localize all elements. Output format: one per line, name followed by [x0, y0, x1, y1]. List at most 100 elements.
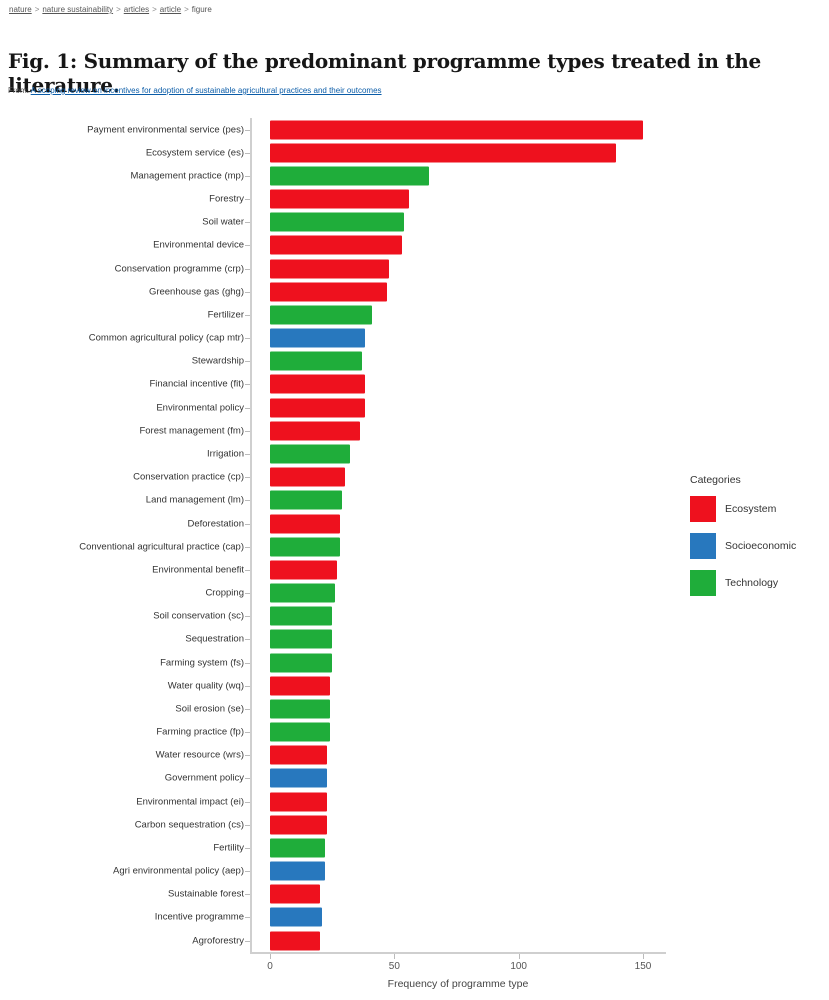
y-tick	[245, 871, 250, 873]
category-label: Incentive programme	[154, 911, 244, 923]
x-tick-label: 150	[634, 961, 652, 972]
x-tick	[394, 954, 396, 959]
breadcrumb-item-article[interactable]: article	[159, 5, 182, 14]
x-tick	[643, 954, 644, 959]
category-label: Water quality (wq)	[167, 680, 244, 692]
y-tick	[245, 291, 250, 293]
y-axis-line	[250, 118, 252, 952]
legend: Categories Ecosystem Socioeconomic Technol…	[690, 474, 796, 607]
breadcrumb-item-articles[interactable]: articles	[123, 5, 150, 14]
article-link[interactable]: A scoping review on incentives for adopt…	[30, 86, 382, 95]
y-tick	[245, 407, 250, 409]
bar-row: Water resource (wrs)	[0, 744, 829, 767]
bar-ecosystem	[270, 884, 320, 904]
legend-items: Ecosystem Socioeconomic Technology	[690, 496, 796, 596]
breadcrumb-item-nature-sustainability[interactable]: nature sustainability	[42, 5, 114, 14]
category-label: Land management (lm)	[145, 494, 244, 506]
bar-row: Soil conservation (sc)	[0, 605, 829, 628]
category-label: Water resource (wrs)	[155, 749, 244, 761]
y-tick	[245, 129, 250, 131]
bar-ecosystem	[270, 189, 410, 209]
y-tick	[245, 175, 250, 177]
bar-row: Irrigation	[0, 442, 829, 465]
y-tick	[245, 338, 250, 340]
breadcrumb: nature > nature sustainability > articles > ar…	[9, 5, 212, 14]
category-label: Carbon sequestration (cs)	[134, 819, 244, 831]
bar-row: Common agricultural policy (cap mtr)	[0, 327, 829, 350]
bar-row: Cropping	[0, 581, 829, 604]
legend-label: Ecosystem	[725, 503, 777, 515]
category-label: Soil erosion (se)	[175, 703, 244, 715]
bar-ecosystem	[270, 815, 328, 835]
y-tick	[245, 778, 250, 780]
legend-title: Categories	[690, 474, 741, 486]
category-label: Agroforestry	[192, 935, 244, 947]
bar-row: Agri environmental policy (aep)	[0, 860, 829, 883]
bar-row: Ecosystem service (es)	[0, 141, 829, 164]
category-label: Government policy	[164, 772, 244, 784]
category-label: Fertility	[213, 842, 244, 854]
bar-technology	[270, 606, 333, 626]
bar-technology	[270, 351, 362, 371]
bar-technology	[270, 305, 372, 325]
bar-row: Fertility	[0, 836, 829, 859]
y-tick	[245, 222, 250, 224]
legend-label: Socioeconomic	[725, 540, 797, 552]
y-tick	[245, 940, 250, 942]
y-tick	[245, 199, 250, 201]
y-tick	[245, 453, 250, 455]
y-tick	[245, 685, 250, 687]
bar-row: Farming practice (fp)	[0, 720, 829, 743]
bar-ecosystem	[270, 374, 365, 394]
from-line: From: A scoping review on incentives for…	[8, 86, 382, 95]
category-label: Ecosystem service (es)	[145, 147, 244, 159]
y-tick	[245, 801, 250, 803]
category-label: Agri environmental policy (aep)	[113, 865, 244, 877]
bar-row: Management practice (mp)	[0, 164, 829, 187]
bar-row: Agroforestry	[0, 929, 829, 952]
category-label: Greenhouse gas (ghg)	[148, 286, 244, 298]
category-label: Soil water	[202, 216, 244, 228]
category-label: Farming system (fs)	[160, 657, 244, 669]
category-label: Sustainable forest	[167, 888, 244, 900]
bar-ecosystem	[270, 259, 390, 279]
x-axis-title: Frequency of programme type	[387, 978, 529, 990]
y-tick	[245, 152, 250, 154]
bar-row: Fertilizer	[0, 303, 829, 326]
bar-row: Conventional agricultural practice (cap)	[0, 535, 829, 558]
category-label: Forestry	[209, 193, 244, 205]
category-label: Conservation programme (crp)	[114, 263, 244, 275]
x-tick-label: 0	[267, 961, 273, 972]
category-label: Environmental device	[153, 239, 244, 251]
bar-technology	[270, 722, 330, 742]
bar-socioeconomic	[270, 768, 328, 788]
bar-row: Soil water	[0, 211, 829, 234]
bar-technology	[270, 212, 405, 232]
bar-ecosystem	[270, 120, 643, 140]
y-tick	[245, 824, 250, 826]
bar-row: Water quality (wq)	[0, 674, 829, 697]
category-label: Conservation practice (cp)	[133, 471, 244, 483]
bar-row: Farming system (fs)	[0, 651, 829, 674]
bar-technology	[270, 629, 333, 649]
x-tick	[270, 954, 271, 959]
bar-technology	[270, 583, 335, 603]
category-label: Environmental policy	[156, 402, 244, 414]
bar-technology	[270, 490, 343, 510]
breadcrumb-separator: >	[152, 5, 157, 14]
bar-socioeconomic	[270, 328, 365, 348]
bar-row: Environmental device	[0, 234, 829, 257]
y-tick	[245, 662, 250, 664]
y-tick	[245, 314, 250, 316]
y-tick	[245, 430, 250, 432]
bar-technology	[270, 653, 333, 673]
category-label: Financial incentive (fit)	[149, 378, 244, 390]
bar-technology	[270, 838, 325, 858]
y-tick	[245, 477, 250, 479]
breadcrumb-item-nature[interactable]: nature	[9, 5, 32, 14]
y-tick	[245, 755, 250, 757]
x-axis-line	[250, 952, 666, 954]
bar-row: Deforestation	[0, 512, 829, 535]
